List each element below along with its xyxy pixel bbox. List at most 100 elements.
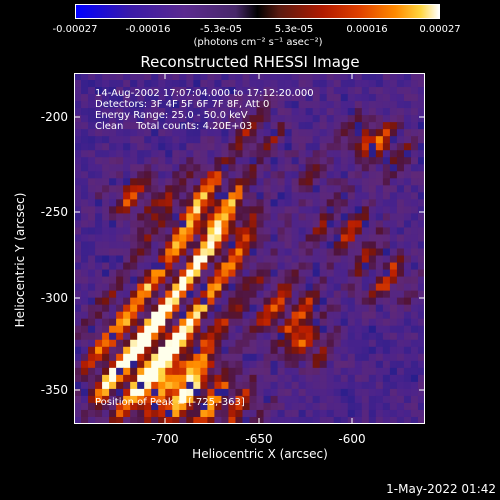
image-pixel [354,87,363,95]
image-pixel [200,416,208,424]
image-pixel [242,255,251,264]
image-pixel [396,136,405,144]
image-pixel [249,297,258,306]
image-pixel [284,416,293,424]
image-pixel [333,108,342,116]
image-pixel [179,220,187,229]
image-pixel [172,367,180,376]
image-pixel [165,227,173,236]
image-pixel [81,269,89,278]
image-pixel [410,339,419,348]
image-pixel [74,290,82,299]
image-pixel [109,388,117,397]
image-pixel [81,339,89,348]
image-pixel [326,73,335,81]
image-pixel [123,269,131,278]
image-pixel [144,80,152,88]
image-pixel [116,234,124,243]
image-pixel [228,206,237,214]
image-pixel [102,80,110,88]
image-pixel [361,185,370,193]
image-pixel [102,115,110,123]
image-pixel [123,234,131,243]
image-pixel [410,325,419,334]
image-pixel [186,185,194,193]
image-pixel [298,283,307,292]
image-pixel [130,325,138,334]
image-pixel [172,402,180,411]
image-pixel [74,115,82,123]
image-pixel [235,416,244,424]
image-pixel [144,101,152,109]
image-pixel [74,94,82,102]
image-pixel [361,395,370,404]
image-pixel [256,213,265,222]
image-pixel [102,94,110,102]
image-pixel [179,87,187,95]
image-pixel [319,234,328,243]
image-pixel [375,241,384,250]
image-pixel [228,374,237,383]
image-pixel [417,402,425,411]
image-pixel [284,234,293,243]
image-pixel [277,115,286,123]
image-pixel [270,157,279,165]
image-pixel [368,339,377,348]
image-pixel [172,227,180,236]
image-pixel [102,353,110,362]
image-pixel [221,227,230,236]
image-pixel [270,227,279,236]
image-pixel [193,227,201,236]
image-pixel [116,388,124,397]
image-pixel [291,311,300,320]
image-pixel [242,185,251,193]
image-pixel [137,360,145,369]
image-pixel [242,241,251,250]
image-pixel [123,94,131,102]
image-pixel [151,227,159,236]
image-pixel [291,290,300,299]
image-pixel [312,122,321,130]
image-pixel [193,353,201,362]
x-tick-label: -650 [245,432,273,446]
image-pixel [88,381,96,390]
image-pixel [417,318,425,327]
image-pixel [305,115,314,123]
image-pixel [347,220,356,229]
image-pixel [347,248,356,257]
image-pixel [389,374,398,383]
image-pixel [88,402,96,411]
image-pixel [81,227,89,236]
image-pixel [74,73,82,81]
image-pixel [277,290,286,299]
image-pixel [340,353,349,362]
image-pixel [81,129,89,137]
image-pixel [165,87,173,95]
image-pixel [179,402,187,411]
image-pixel [382,164,391,172]
image-pixel [144,346,152,355]
image-pixel [382,248,391,257]
image-pixel [200,192,208,200]
image-pixel [88,374,96,383]
image-pixel [221,395,230,404]
image-pixel [123,304,131,313]
image-pixel [319,283,328,292]
image-pixel [284,122,293,130]
image-pixel [263,213,272,222]
image-pixel [347,150,356,158]
image-pixel [109,402,117,411]
image-pixel [214,416,223,424]
image-pixel [186,213,194,222]
image-pixel [305,192,314,200]
image-pixel [396,346,405,355]
image-pixel [403,255,412,264]
image-pixel [249,115,258,123]
image-pixel [326,227,335,236]
image-pixel [221,269,230,278]
image-pixel [172,255,180,264]
image-pixel [347,409,356,418]
x-tick-label: -600 [338,432,366,446]
image-pixel [186,325,194,334]
image-pixel [284,136,293,144]
